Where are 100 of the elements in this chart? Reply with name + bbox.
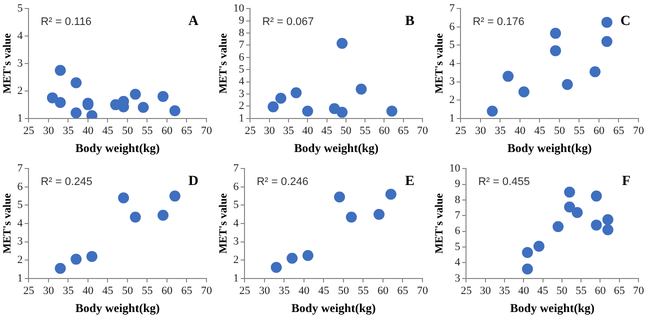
point — [386, 106, 398, 117]
y-tick-label: 7 — [238, 39, 245, 52]
y-tick-label: 5 — [17, 2, 24, 14]
x-tick-label: 45 — [102, 284, 114, 297]
x-tick-label: 30 — [42, 284, 54, 297]
x-tick-label: 55 — [576, 284, 588, 297]
x-tick-label: 45 — [321, 124, 333, 137]
x-tick-label: 25 — [23, 124, 35, 137]
x-axis-title: Body weight(kg) — [75, 300, 160, 315]
y-tick-label: 4 — [17, 217, 24, 230]
point — [70, 254, 82, 265]
chart-title: D — [188, 174, 198, 190]
point — [601, 36, 612, 48]
x-tick-label: 45 — [102, 124, 114, 137]
y-tick-label: 1 — [17, 272, 23, 284]
point — [590, 66, 601, 78]
annotation: R² = 0.067 — [262, 16, 314, 28]
point — [130, 212, 141, 223]
x-tick-label: 25 — [244, 124, 256, 137]
x-tick-label: 40 — [302, 124, 314, 137]
y-tick-label: 2 — [449, 94, 455, 106]
point — [46, 92, 58, 104]
point — [138, 102, 149, 113]
y-tick-label: 5 — [238, 63, 245, 76]
point — [86, 250, 98, 262]
y-tick-label: 6 — [233, 180, 240, 193]
x-tick-label: 45 — [537, 284, 549, 297]
x-tick-label: 35 — [282, 124, 294, 137]
x-tick-label: 70 — [633, 124, 644, 137]
x-tick-label: 35 — [498, 284, 510, 297]
y-tick-label: 6 — [449, 20, 456, 33]
y-tick-label: 7 — [233, 162, 240, 174]
x-tick-label: 65 — [397, 284, 409, 297]
chart-title: C — [620, 14, 630, 30]
x-tick-label: 40 — [82, 124, 94, 137]
x-tick-label: 30 — [264, 124, 276, 137]
x-tick-label: 70 — [633, 284, 644, 297]
x-tick-label: 65 — [398, 124, 410, 137]
x-tick-label: 65 — [181, 124, 193, 137]
y-tick-label: 4 — [233, 217, 240, 230]
point — [54, 64, 66, 76]
point — [346, 212, 357, 223]
point — [552, 221, 564, 232]
point — [336, 38, 348, 49]
y-tick-label: 2 — [233, 254, 239, 266]
x-tick-label: 65 — [614, 284, 626, 297]
x-tick-label: 50 — [122, 124, 134, 137]
x-tick-label: 25 — [239, 284, 251, 297]
x-tick-label: 60 — [593, 124, 605, 137]
point — [522, 263, 533, 274]
y-tick-label: 3 — [449, 76, 456, 88]
point — [54, 96, 66, 108]
y-tick-label: 3 — [233, 236, 240, 248]
x-tick-label: 25 — [455, 124, 467, 137]
point — [54, 262, 66, 274]
y-axis-title: MET's value — [433, 193, 446, 254]
x-tick-label: 70 — [201, 284, 212, 297]
point — [118, 192, 130, 204]
y-tick-label: 3 — [17, 236, 24, 248]
point — [270, 262, 282, 273]
x-axis-title: Body weight(kg) — [75, 140, 160, 155]
x-tick-label: 25 — [23, 284, 35, 297]
y-tick-label: 3 — [17, 57, 24, 70]
x-tick-label: 35 — [62, 124, 74, 137]
x-tick-label: 50 — [556, 284, 568, 297]
point — [356, 84, 367, 95]
point — [158, 90, 169, 102]
x-tick-label: 60 — [161, 284, 173, 297]
x-tick-label: 60 — [377, 284, 389, 297]
x-axis-title: Body weight(kg) — [291, 300, 376, 315]
y-tick-label: 10 — [233, 2, 245, 14]
x-tick-label: 55 — [358, 284, 370, 297]
x-tick-label: 60 — [378, 124, 390, 137]
point — [502, 70, 514, 82]
point — [602, 214, 614, 226]
y-tick-label: 3 — [238, 88, 245, 100]
y-tick-label: 4 — [449, 57, 456, 70]
x-tick-label: 50 — [554, 124, 566, 137]
y-axis-title: MET's value — [217, 33, 230, 94]
x-tick-label: 50 — [340, 124, 352, 137]
annotation: R² = 0.246 — [256, 176, 308, 188]
point — [564, 186, 576, 198]
point — [564, 202, 576, 213]
x-axis-title: Body weight(kg) — [510, 300, 595, 315]
chart-title: A — [188, 14, 200, 30]
point — [550, 45, 562, 56]
point — [130, 88, 141, 100]
x-tick-label: 45 — [534, 124, 546, 137]
point — [590, 220, 602, 231]
y-tick-label: 5 — [454, 240, 461, 253]
y-tick-label: 10 — [449, 162, 461, 174]
x-tick-label: 55 — [142, 284, 154, 297]
y-tick-label: 2 — [17, 254, 23, 266]
y-axis-title: MET's value — [433, 33, 446, 94]
x-tick-label: 40 — [514, 124, 526, 137]
y-tick-label: 7 — [449, 2, 456, 14]
x-tick-label: 25 — [460, 284, 472, 297]
x-tick-label: 55 — [574, 124, 586, 137]
y-tick-label: 6 — [17, 180, 24, 193]
point — [336, 106, 348, 118]
